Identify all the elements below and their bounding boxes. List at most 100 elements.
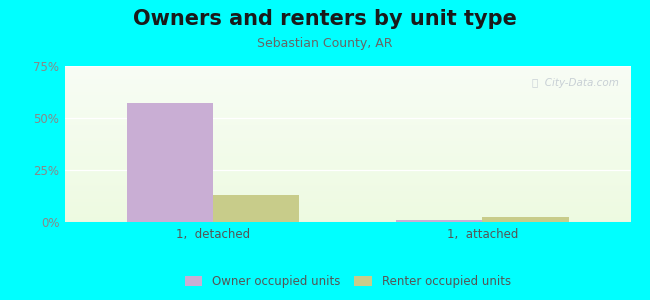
Bar (65, 175, 630, 176)
Text: Owners and renters by unit type: Owners and renters by unit type (133, 9, 517, 29)
Bar (127, 103, 213, 222)
Bar (65, 126, 630, 127)
Bar (65, 194, 630, 195)
Bar (65, 206, 630, 207)
Bar (65, 179, 630, 180)
Bar (65, 137, 630, 138)
Bar (65, 154, 630, 155)
Bar (65, 146, 630, 147)
Bar (65, 198, 630, 199)
Bar (65, 95, 630, 96)
Bar (65, 103, 630, 104)
Bar (65, 141, 630, 142)
Bar (65, 115, 630, 116)
Bar (65, 81, 630, 82)
Bar (65, 191, 630, 192)
Bar (65, 210, 630, 211)
Bar (213, 195, 299, 222)
Bar (65, 218, 630, 219)
Bar (65, 129, 630, 130)
Bar (65, 221, 630, 222)
Bar (65, 155, 630, 156)
Bar (65, 186, 630, 187)
Legend: Owner occupied units, Renter occupied units: Owner occupied units, Renter occupied un… (185, 275, 511, 288)
Bar (65, 124, 630, 125)
Bar (65, 75, 630, 76)
Bar (65, 211, 630, 212)
Bar (65, 156, 630, 157)
Bar (65, 149, 630, 150)
Bar (65, 181, 630, 182)
Bar (65, 143, 630, 144)
Bar (65, 76, 630, 77)
Bar (65, 100, 630, 101)
Bar (65, 134, 630, 135)
Bar (65, 220, 630, 221)
Bar (65, 182, 630, 183)
Bar (396, 220, 482, 222)
Bar (65, 125, 630, 126)
Bar (65, 108, 630, 109)
Bar (65, 67, 630, 68)
Bar (65, 170, 630, 171)
Bar (65, 196, 630, 197)
Bar (65, 68, 630, 69)
Bar (65, 112, 630, 113)
Bar (65, 144, 630, 145)
Bar (65, 147, 630, 148)
Bar (65, 153, 630, 154)
Bar (65, 142, 630, 143)
Bar (482, 217, 569, 222)
Bar (65, 121, 630, 122)
Bar (65, 98, 630, 99)
Bar (65, 167, 630, 168)
Bar (65, 159, 630, 160)
Bar (65, 208, 630, 209)
Bar (65, 189, 630, 190)
Bar (65, 148, 630, 149)
Text: Sebastian County, AR: Sebastian County, AR (257, 38, 393, 50)
Bar (65, 85, 630, 86)
Bar (65, 80, 630, 81)
Bar (65, 128, 630, 129)
Bar (65, 123, 630, 124)
Bar (65, 77, 630, 78)
Bar (65, 215, 630, 216)
Bar (65, 82, 630, 83)
Bar (65, 165, 630, 166)
Bar (65, 71, 630, 72)
Bar (65, 131, 630, 132)
Bar (65, 119, 630, 120)
Bar (65, 162, 630, 163)
Bar (65, 178, 630, 179)
Bar (65, 195, 630, 196)
Bar (65, 136, 630, 137)
Bar (65, 118, 630, 119)
Bar (65, 214, 630, 215)
Bar (65, 168, 630, 169)
Bar (65, 160, 630, 161)
Bar (65, 219, 630, 220)
Bar (65, 102, 630, 103)
Bar (65, 72, 630, 73)
Bar (65, 113, 630, 114)
Bar (65, 73, 630, 74)
Bar (65, 201, 630, 202)
Bar (65, 92, 630, 93)
Bar (65, 190, 630, 191)
Bar (65, 177, 630, 178)
Bar (65, 176, 630, 177)
Bar (65, 161, 630, 162)
Bar (65, 122, 630, 123)
Bar (65, 171, 630, 172)
Bar (65, 151, 630, 152)
Bar (65, 139, 630, 140)
Bar (65, 117, 630, 118)
Bar (65, 183, 630, 184)
Bar (65, 199, 630, 200)
Bar (65, 74, 630, 75)
Bar (65, 169, 630, 170)
Bar (65, 202, 630, 203)
Bar (65, 205, 630, 206)
Bar (65, 172, 630, 173)
